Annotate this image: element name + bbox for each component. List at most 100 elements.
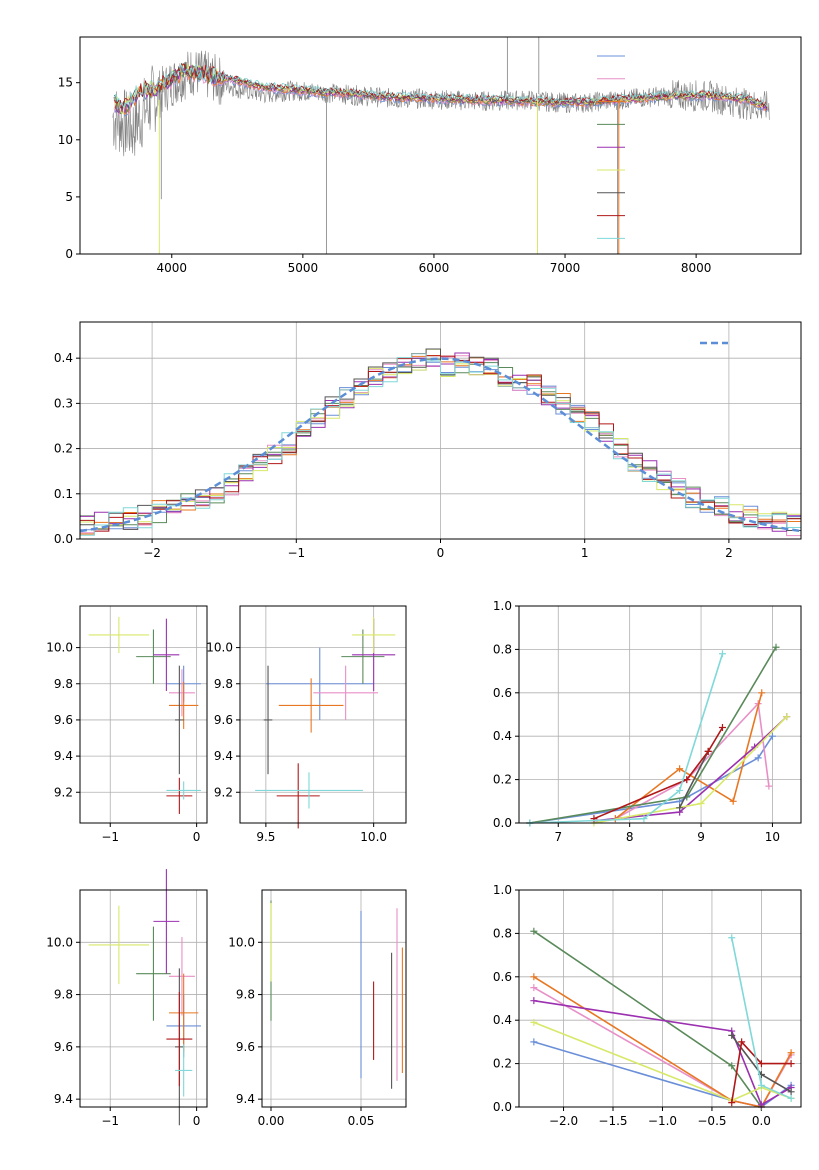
x-tick-label: 1 [581, 546, 589, 560]
y-tick-label: 1.0 [493, 883, 512, 897]
mass-weight-line [533, 930, 763, 1108]
x-tick-label: 8000 [681, 261, 712, 275]
x-tick-label: 6000 [419, 261, 450, 275]
mass-weight-marker [530, 1018, 538, 1026]
x-tick-label: 10 [765, 830, 780, 844]
mass-weight-marker [704, 747, 712, 755]
panel-1: −2 −1 0 1 2 0.0 0.1 0.2 0.3 0.4 [54, 321, 802, 560]
y-tick-label: 0.0 [493, 1100, 512, 1114]
x-tick-label: −1 [287, 546, 305, 560]
y-tick-label: 9.4 [54, 749, 73, 763]
mass-weight-marker [758, 689, 766, 697]
y-tick-label: 5 [65, 190, 73, 204]
y-tick-label: 9.6 [54, 713, 73, 727]
y-tick-label: 0.0 [493, 816, 512, 830]
mass-weight-marker [757, 1060, 765, 1068]
y-tick-label: 0.4 [493, 729, 512, 743]
y-tick-label: 9.2 [214, 785, 233, 799]
mass-weight-marker [765, 782, 773, 790]
panel-5: −1 0 9.4 9.6 9.8 10.0 [46, 869, 208, 1128]
y-tick-label: 0.8 [493, 926, 512, 940]
mass-weight-line [533, 976, 792, 1108]
y-tick-label: 9.8 [54, 988, 73, 1002]
plot-frame [79, 889, 208, 1108]
mass-weight-marker [676, 786, 684, 794]
mass-weight-marker [676, 804, 684, 812]
x-tick-label: −2 [143, 546, 161, 560]
x-tick-label: 7 [554, 830, 562, 844]
histogram-step [80, 348, 801, 530]
mass-weight-marker [640, 815, 648, 823]
mass-weight-marker [783, 713, 791, 721]
x-tick-label: 0.0 [752, 1114, 771, 1128]
y-tick-label: 0.3 [54, 396, 73, 410]
y-tick-label: 1.0 [493, 599, 512, 613]
panel-4: 7 8 9 10 0.0 0.2 0.4 0.6 0.8 1.0 [493, 599, 802, 844]
y-tick-label: 0.4 [493, 1013, 512, 1027]
normal-reference-curve [80, 357, 801, 533]
mass-weight-marker [738, 1038, 746, 1046]
mass-weight-marker [530, 927, 538, 935]
mass-weight-marker [728, 1031, 736, 1039]
y-tick-label: 0.1 [54, 487, 73, 501]
mass-weight-marker [787, 1060, 795, 1068]
y-tick-label: 10.0 [228, 935, 255, 949]
panel-2: −1 0 9.2 9.4 9.6 9.8 10.0 [46, 605, 208, 844]
mass-weight-marker [530, 984, 538, 992]
panel-6: 0.00 0.05 9.4 9.6 9.8 10.0 [228, 889, 407, 1128]
histogram-step [80, 353, 801, 536]
y-tick-label: 10.0 [206, 641, 233, 655]
mass-weight-marker [676, 765, 684, 773]
x-tick-label: 8 [626, 830, 634, 844]
y-tick-label: 10.0 [46, 935, 73, 949]
x-tick-label: −1.0 [648, 1114, 677, 1128]
plot-frame [518, 889, 802, 1108]
y-tick-label: 0.8 [493, 642, 512, 656]
x-tick-label: −1 [101, 1114, 119, 1128]
mass-weight-marker [718, 724, 726, 732]
y-tick-label: 0.6 [493, 970, 512, 984]
mass-weight-line [730, 1040, 792, 1103]
mass-weight-marker [772, 643, 780, 651]
y-tick-label: 0.2 [493, 1057, 512, 1071]
y-tick-label: 0.2 [54, 442, 73, 456]
y-tick-label: 9.8 [54, 677, 73, 691]
x-tick-label: 9.5 [256, 830, 275, 844]
panel-3: 9.5 10.0 9.2 9.4 9.6 9.8 10.0 [206, 605, 407, 844]
y-tick-label: 9.8 [236, 988, 255, 1002]
y-tick-label: 9.6 [54, 1040, 73, 1054]
plot-frame [239, 605, 407, 824]
y-tick-label: 9.4 [236, 1092, 255, 1106]
mass-weight-marker [530, 997, 538, 1005]
mass-weight-line [533, 999, 792, 1106]
mass-weight-marker [728, 1099, 736, 1107]
mass-weight-marker [718, 650, 726, 658]
mass-weight-marker [683, 776, 691, 784]
x-tick-label: 10.0 [360, 830, 387, 844]
x-tick-label: 0 [193, 830, 201, 844]
plot-frame [261, 889, 407, 1108]
mass-weight-marker [697, 799, 705, 807]
mass-weight-line [615, 701, 770, 820]
x-tick-label: 0 [437, 546, 445, 560]
mass-weight-marker [757, 1081, 765, 1089]
mass-weight-marker [530, 1038, 538, 1046]
y-tick-label: 0 [65, 247, 73, 261]
histogram-step [80, 353, 801, 532]
plot-frame [79, 36, 802, 255]
x-tick-label: 7000 [550, 261, 581, 275]
y-tick-label: 0.0 [54, 532, 73, 546]
mass-weight-line [593, 727, 724, 820]
y-tick-label: 0.2 [493, 773, 512, 787]
mass-weight-marker [787, 1094, 795, 1102]
x-tick-label: 0.05 [348, 1114, 375, 1128]
x-tick-label: 0.00 [258, 1114, 285, 1128]
x-tick-label: 4000 [156, 261, 187, 275]
y-tick-label: 9.2 [54, 785, 73, 799]
x-tick-label: 5000 [288, 261, 319, 275]
mass-weight-marker [754, 754, 762, 762]
plot-frame [79, 605, 208, 824]
plot-frame [79, 321, 802, 540]
x-tick-label: −0.5 [697, 1114, 726, 1128]
